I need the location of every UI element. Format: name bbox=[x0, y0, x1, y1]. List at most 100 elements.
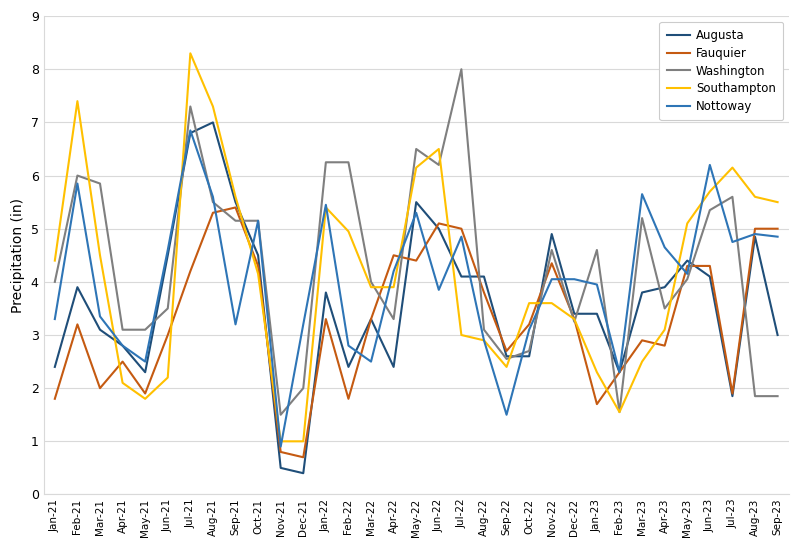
Fauquier bbox=[186, 268, 195, 275]
Southampton bbox=[254, 271, 263, 277]
Washington bbox=[773, 393, 782, 399]
Fauquier bbox=[276, 449, 286, 455]
Legend: Augusta, Fauquier, Washington, Southampton, Nottoway: Augusta, Fauquier, Washington, Southampt… bbox=[659, 22, 783, 120]
Washington bbox=[50, 278, 60, 285]
Fauquier bbox=[118, 358, 127, 365]
Washington bbox=[411, 146, 421, 152]
Southampton bbox=[163, 374, 173, 381]
Fauquier bbox=[660, 342, 670, 349]
Washington bbox=[479, 327, 489, 333]
Line: Augusta: Augusta bbox=[55, 122, 778, 473]
Washington bbox=[389, 316, 398, 322]
Washington bbox=[614, 409, 624, 415]
Nottoway bbox=[50, 316, 60, 322]
Nottoway bbox=[208, 193, 218, 200]
Nottoway bbox=[366, 358, 376, 365]
Fauquier bbox=[457, 225, 466, 232]
Nottoway bbox=[547, 276, 557, 283]
Washington bbox=[547, 247, 557, 253]
Washington bbox=[524, 347, 534, 354]
Line: Southampton: Southampton bbox=[55, 53, 778, 441]
Nottoway bbox=[524, 327, 534, 333]
Nottoway bbox=[95, 313, 105, 319]
Nottoway bbox=[411, 209, 421, 216]
Fauquier bbox=[366, 316, 376, 322]
Nottoway bbox=[276, 443, 286, 450]
Southampton bbox=[547, 300, 557, 306]
Fauquier bbox=[321, 316, 330, 322]
Southampton bbox=[389, 284, 398, 290]
Augusta bbox=[638, 289, 647, 296]
Nottoway bbox=[73, 180, 82, 187]
Southampton bbox=[457, 332, 466, 338]
Augusta bbox=[321, 289, 330, 296]
Fauquier bbox=[230, 204, 240, 211]
Nottoway bbox=[389, 268, 398, 275]
Nottoway bbox=[118, 342, 127, 349]
Line: Nottoway: Nottoway bbox=[55, 130, 778, 447]
Fauquier bbox=[50, 396, 60, 402]
Fauquier bbox=[592, 401, 602, 407]
Washington bbox=[140, 327, 150, 333]
Augusta bbox=[254, 252, 263, 259]
Augusta bbox=[773, 332, 782, 338]
Augusta bbox=[750, 233, 760, 240]
Washington bbox=[570, 318, 579, 325]
Southampton bbox=[524, 300, 534, 306]
Fauquier bbox=[298, 454, 308, 460]
Augusta bbox=[366, 316, 376, 322]
Nottoway bbox=[254, 218, 263, 224]
Augusta bbox=[502, 353, 511, 359]
Washington bbox=[73, 172, 82, 179]
Southampton bbox=[479, 337, 489, 344]
Augusta bbox=[186, 130, 195, 136]
Washington bbox=[592, 247, 602, 253]
Augusta bbox=[547, 231, 557, 237]
Nottoway bbox=[163, 247, 173, 253]
Fauquier bbox=[705, 262, 714, 269]
Southampton bbox=[592, 369, 602, 375]
Washington bbox=[344, 159, 354, 165]
Augusta bbox=[140, 369, 150, 375]
Fauquier bbox=[411, 258, 421, 264]
Southampton bbox=[705, 188, 714, 195]
Fauquier bbox=[208, 209, 218, 216]
Fauquier bbox=[638, 337, 647, 344]
Southampton bbox=[140, 396, 150, 402]
Nottoway bbox=[660, 244, 670, 250]
Augusta bbox=[728, 393, 738, 399]
Fauquier bbox=[254, 262, 263, 269]
Nottoway bbox=[140, 358, 150, 365]
Augusta bbox=[50, 364, 60, 370]
Augusta bbox=[276, 465, 286, 471]
Southampton bbox=[95, 252, 105, 259]
Nottoway bbox=[773, 233, 782, 240]
Southampton bbox=[298, 438, 308, 444]
Washington bbox=[254, 218, 263, 224]
Washington bbox=[434, 162, 443, 168]
Fauquier bbox=[389, 252, 398, 259]
Washington bbox=[186, 103, 195, 110]
Nottoway bbox=[570, 276, 579, 283]
Washington bbox=[750, 393, 760, 399]
Nottoway bbox=[682, 271, 692, 277]
Augusta bbox=[457, 273, 466, 280]
Nottoway bbox=[321, 202, 330, 208]
Augusta bbox=[411, 199, 421, 206]
Southampton bbox=[186, 50, 195, 56]
Nottoway bbox=[457, 233, 466, 240]
Augusta bbox=[682, 258, 692, 264]
Washington bbox=[728, 193, 738, 200]
Augusta bbox=[73, 284, 82, 290]
Southampton bbox=[434, 146, 443, 152]
Fauquier bbox=[140, 390, 150, 397]
Southampton bbox=[570, 316, 579, 322]
Washington bbox=[660, 305, 670, 312]
Southampton bbox=[750, 193, 760, 200]
Augusta bbox=[298, 470, 308, 477]
Southampton bbox=[321, 204, 330, 211]
Washington bbox=[230, 218, 240, 224]
Washington bbox=[276, 412, 286, 418]
Fauquier bbox=[547, 260, 557, 266]
Fauquier bbox=[502, 347, 511, 354]
